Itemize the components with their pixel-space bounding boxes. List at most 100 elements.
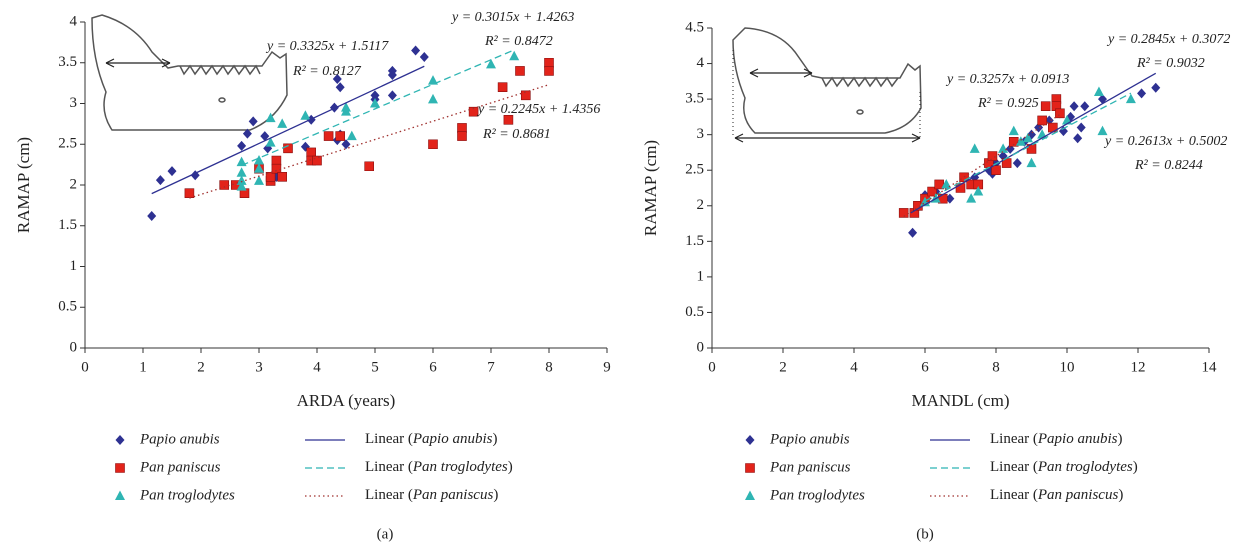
x-tick-label: 2 [197, 359, 205, 375]
marker [991, 165, 1001, 176]
marker [1080, 101, 1090, 112]
marker [147, 210, 157, 221]
y-tick-label: 2.5 [685, 162, 704, 178]
marker [1022, 132, 1033, 143]
marker [115, 435, 125, 445]
marker [544, 57, 554, 68]
marker [908, 227, 918, 238]
x-tick-label: 7 [487, 359, 495, 375]
marker [411, 45, 421, 56]
marker [973, 179, 984, 190]
mandible-drawing [91, 14, 288, 131]
marker [969, 143, 980, 153]
legend-label: Pan troglodytes [769, 487, 865, 503]
legend-label: Linear (Papio anubis) [990, 431, 1122, 447]
trendline [910, 72, 1157, 214]
marker [323, 131, 334, 141]
caption: (b) [916, 526, 934, 542]
marker [239, 188, 250, 198]
marker [332, 74, 342, 85]
marker [1076, 122, 1086, 133]
legend-label: Linear (Pan paniscus) [365, 487, 498, 503]
marker [468, 106, 479, 117]
trendline [924, 92, 1132, 202]
x-tick-label: 8 [992, 359, 1000, 375]
marker [1055, 108, 1065, 119]
marker [503, 115, 514, 125]
y-tick-label: 3.5 [58, 54, 77, 70]
x-tick-label: 4 [313, 359, 321, 375]
marker [419, 52, 429, 63]
legend-label: Linear (Pan troglodytes) [365, 459, 513, 475]
marker [941, 178, 952, 189]
marker [312, 155, 322, 166]
marker [521, 90, 531, 101]
legend-label: Linear (Pan paniscus) [990, 487, 1123, 503]
trend-equation: y = 0.3257x + 0.0913 [945, 72, 1069, 87]
y-tick-label: 3.5 [685, 91, 704, 107]
marker [973, 186, 984, 196]
legend-label: Pan troglodytes [139, 487, 235, 503]
y-tick-label: 0 [70, 339, 78, 355]
x-tick-label: 6 [921, 359, 929, 375]
y-tick-label: 4.5 [685, 19, 704, 35]
marker [115, 463, 125, 473]
marker [236, 181, 247, 191]
y-tick-label: 1.5 [685, 233, 704, 249]
marker [364, 161, 374, 172]
marker [370, 98, 380, 108]
marker [457, 123, 467, 133]
marker [945, 193, 955, 204]
marker [1012, 158, 1022, 169]
y-tick-label: 3 [70, 95, 78, 111]
x-tick-label: 0 [81, 359, 89, 375]
marker [155, 175, 165, 186]
x-tick-label: 6 [429, 359, 437, 375]
marker [237, 140, 247, 151]
marker [242, 128, 252, 139]
x-tick-label: 4 [850, 359, 858, 375]
legend-label: Papio anubis [769, 431, 850, 447]
y-tick-label: 2.5 [58, 136, 77, 152]
marker [387, 69, 397, 80]
marker [898, 208, 909, 218]
y-tick-label: 1 [697, 268, 705, 284]
marker [236, 167, 247, 177]
marker [335, 131, 345, 141]
y-tick-label: 0.5 [58, 299, 77, 315]
marker [271, 163, 282, 174]
trend-equation: y = 0.3015x + 1.4263 [450, 10, 574, 25]
marker [745, 435, 755, 445]
marker [497, 82, 508, 92]
marker [745, 463, 755, 473]
marker [1001, 158, 1012, 168]
marker [428, 75, 438, 85]
legend-label: Papio anubis [139, 431, 220, 447]
trend-equation: y = 0.3325x + 1.5117 [265, 39, 389, 54]
marker [265, 112, 276, 123]
legend-label: Linear (Pan troglodytes) [990, 459, 1138, 475]
marker [1058, 126, 1068, 137]
marker [1008, 125, 1019, 136]
trend-r2: R² = 0.925 [977, 96, 1039, 111]
trend-r2: R² = 0.8681 [482, 127, 551, 142]
marker [277, 172, 287, 182]
trend-r2: R² = 0.9032 [1136, 56, 1205, 71]
marker [115, 490, 125, 500]
marker [219, 180, 229, 190]
trendline [903, 113, 1061, 217]
marker [966, 193, 977, 203]
marker [1137, 88, 1147, 99]
y-tick-label: 2 [697, 197, 705, 213]
marker [1151, 82, 1161, 93]
marker [515, 66, 525, 76]
y-tick-label: 0.5 [685, 304, 704, 320]
trend-r2: R² = 0.8244 [1134, 158, 1203, 173]
trend-equation: y = 0.2245x + 1.4356 [476, 102, 600, 117]
marker [1073, 133, 1083, 144]
y-tick-label: 3 [697, 126, 705, 142]
y-tick-label: 4 [70, 13, 78, 29]
marker [265, 137, 276, 147]
marker [1037, 115, 1047, 126]
